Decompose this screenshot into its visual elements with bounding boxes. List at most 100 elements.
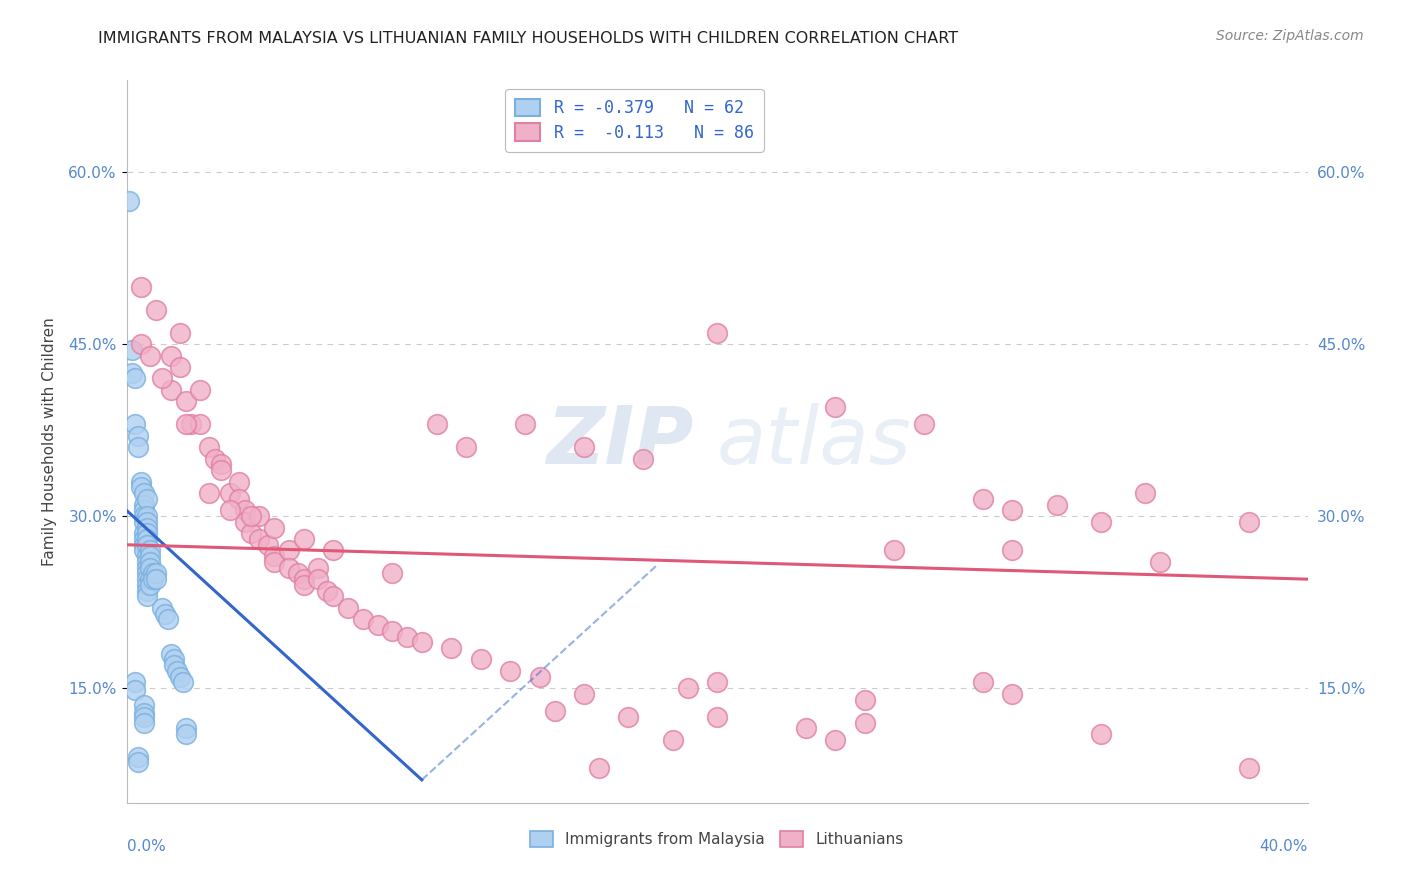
Point (1237, 761, 1260, 775)
Point (233, 515, 256, 529)
Point (136, 590, 159, 604)
Point (134, 509, 156, 524)
Point (209, 458, 232, 472)
Point (574, 440, 596, 454)
Point (1090, 515, 1112, 529)
Point (278, 560, 301, 574)
Point (794, 721, 817, 735)
Point (172, 675, 194, 690)
Point (322, 543, 344, 558)
Point (169, 670, 191, 684)
Point (145, 302, 167, 317)
Point (316, 583, 339, 598)
Y-axis label: Family Households with Children: Family Households with Children (42, 318, 58, 566)
Point (209, 463, 232, 477)
Point (1149, 555, 1171, 569)
Point (136, 515, 159, 529)
Point (121, 343, 143, 357)
Point (134, 698, 156, 713)
Point (150, 371, 173, 385)
Point (883, 543, 905, 558)
Point (188, 383, 212, 397)
Point (853, 692, 876, 706)
Point (134, 526, 156, 541)
Point (136, 520, 159, 534)
Point (145, 566, 167, 581)
Point (529, 670, 551, 684)
Point (499, 664, 522, 678)
Point (972, 675, 994, 690)
Point (198, 440, 221, 454)
Point (396, 630, 419, 644)
Point (142, 566, 165, 581)
Point (129, 480, 153, 494)
Point (352, 612, 374, 626)
Point (198, 486, 221, 500)
Point (139, 555, 162, 569)
Point (129, 337, 153, 351)
Point (134, 706, 156, 721)
Point (292, 578, 315, 592)
Point (139, 572, 162, 586)
Point (381, 624, 404, 638)
Point (121, 366, 143, 380)
Point (118, 194, 141, 208)
Point (337, 600, 360, 615)
Point (249, 509, 271, 524)
Point (204, 451, 226, 466)
Point (134, 715, 156, 730)
Point (322, 590, 344, 604)
Point (127, 750, 149, 764)
Point (174, 417, 197, 432)
Point (134, 532, 156, 546)
Point (662, 732, 685, 747)
Point (292, 532, 315, 546)
Point (706, 326, 728, 340)
Text: Source: ZipAtlas.com: Source: ZipAtlas.com (1216, 29, 1364, 43)
Point (139, 543, 162, 558)
Point (136, 491, 159, 506)
Point (617, 710, 640, 724)
Point (127, 429, 149, 443)
Point (166, 664, 188, 678)
Point (233, 503, 256, 517)
Point (1237, 515, 1260, 529)
Point (824, 400, 846, 414)
Text: 40.0%: 40.0% (1260, 838, 1308, 854)
Point (150, 600, 173, 615)
Point (160, 383, 183, 397)
Point (1001, 687, 1024, 701)
Point (257, 538, 280, 552)
Point (139, 349, 162, 363)
Point (127, 755, 149, 769)
Point (219, 503, 242, 517)
Point (425, 417, 447, 432)
Point (134, 503, 156, 517)
Point (129, 475, 153, 489)
Point (136, 578, 159, 592)
Point (287, 566, 309, 581)
Point (706, 675, 728, 690)
Point (263, 555, 285, 569)
Point (160, 349, 183, 363)
Point (239, 509, 262, 524)
Point (136, 532, 159, 546)
Point (219, 486, 242, 500)
Point (912, 417, 935, 432)
Point (139, 549, 162, 564)
Point (228, 491, 250, 506)
Text: 0.0%: 0.0% (127, 838, 166, 854)
Point (139, 578, 162, 592)
Point (163, 652, 186, 666)
Point (180, 417, 202, 432)
Text: atlas: atlas (717, 402, 912, 481)
Text: ZIP: ZIP (546, 402, 693, 481)
Point (124, 371, 146, 385)
Point (124, 675, 146, 690)
Point (411, 635, 433, 649)
Point (239, 526, 262, 541)
Point (292, 572, 315, 586)
Point (124, 683, 146, 698)
Point (1046, 498, 1069, 512)
Point (174, 394, 197, 409)
